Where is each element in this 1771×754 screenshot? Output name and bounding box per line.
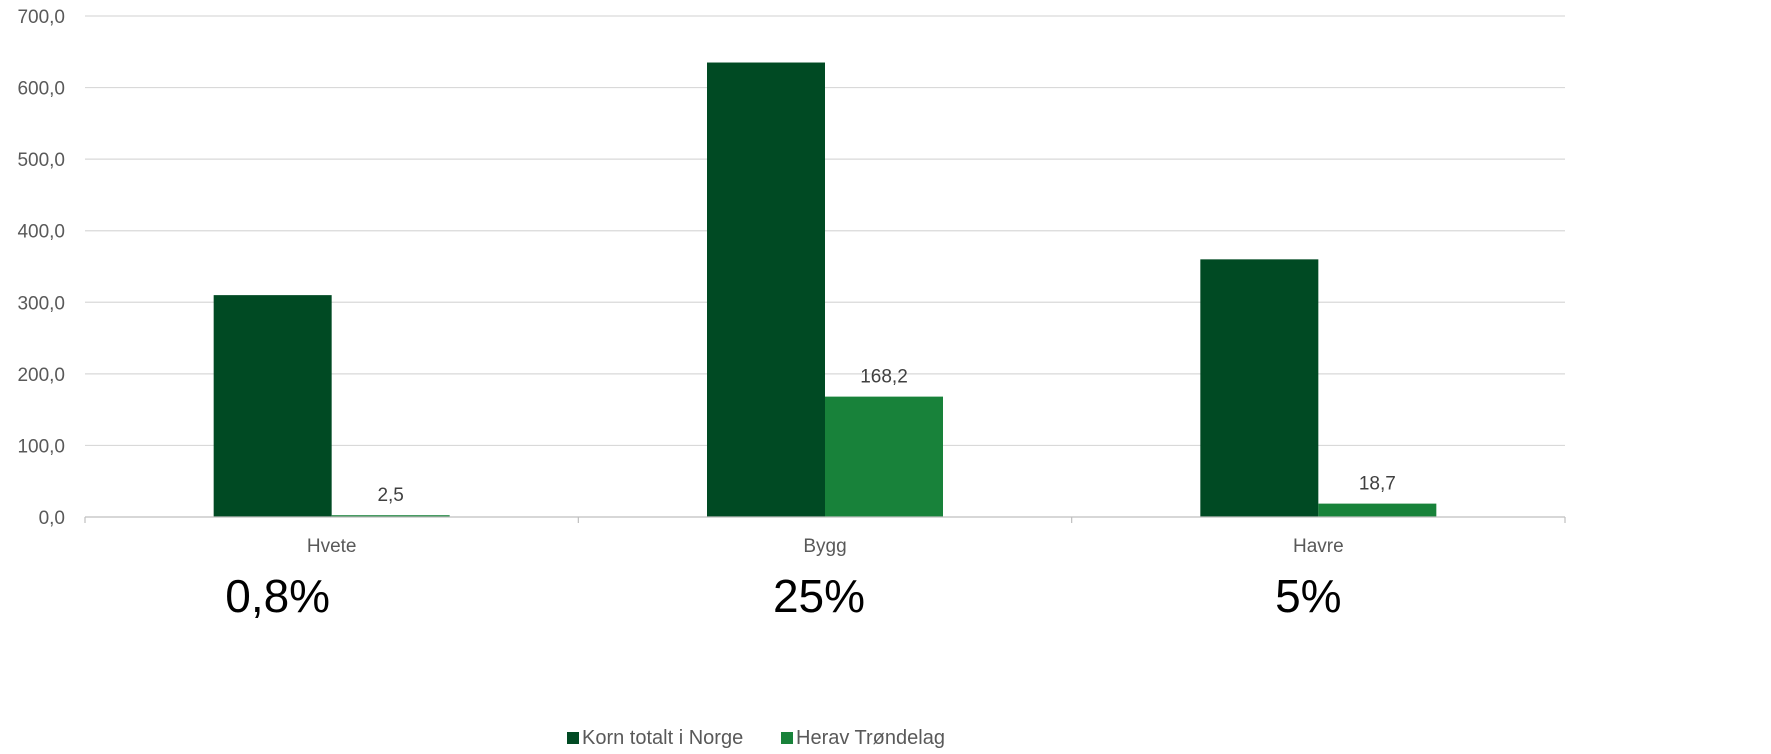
legend-swatch — [567, 732, 579, 744]
y-tick-label: 500,0 — [17, 150, 65, 171]
y-tick-label: 400,0 — [17, 222, 65, 243]
bar-hvete-series-1 — [331, 515, 450, 517]
share-annotation: 5% — [1275, 570, 1341, 622]
y-tick-label: 600,0 — [17, 79, 65, 100]
y-tick-label: 0,0 — [39, 508, 65, 529]
data-labels: 2,5 168,2 18,7 — [377, 367, 1395, 507]
x-category-label: Hvete — [307, 536, 357, 557]
bar-bygg-series-0 — [707, 62, 825, 518]
y-tick-label: 100,0 — [17, 436, 65, 457]
legend: Korn totalt i Norge Herav Trøndelag — [567, 727, 945, 749]
share-annotation: 0,8% — [225, 570, 330, 622]
bar-hvete-series-0 — [213, 295, 332, 517]
y-tick-label: 200,0 — [17, 365, 65, 386]
bar-havre-series-1 — [1318, 503, 1437, 517]
bars — [213, 62, 1437, 518]
data-label: 2,5 — [377, 485, 403, 506]
legend-label: Herav Trøndelag — [796, 727, 945, 749]
legend-swatch — [781, 732, 793, 744]
bar-bygg-series-1 — [825, 396, 943, 517]
legend-item: Herav Trøndelag — [781, 727, 945, 749]
y-tick-label: 700,0 — [17, 7, 65, 28]
data-label: 18,7 — [1359, 474, 1396, 495]
annotations: 0,8% 25% 5% — [225, 570, 1341, 622]
legend-item: Korn totalt i Norge — [567, 727, 743, 749]
share-annotation: 25% — [773, 570, 865, 622]
legend-label: Korn totalt i Norge — [582, 727, 743, 749]
x-category-label: Havre — [1293, 536, 1344, 557]
bar-havre-series-0 — [1200, 259, 1319, 517]
x-axis: Hvete Bygg Havre — [84, 516, 1566, 557]
x-category-label: Bygg — [803, 536, 846, 557]
y-tick-label: 300,0 — [17, 293, 65, 314]
y-axis-ticks: 0,0 100,0 200,0 300,0 400,0 500,0 600,0 700,0 — [17, 7, 65, 529]
data-label: 168,2 — [860, 367, 908, 388]
